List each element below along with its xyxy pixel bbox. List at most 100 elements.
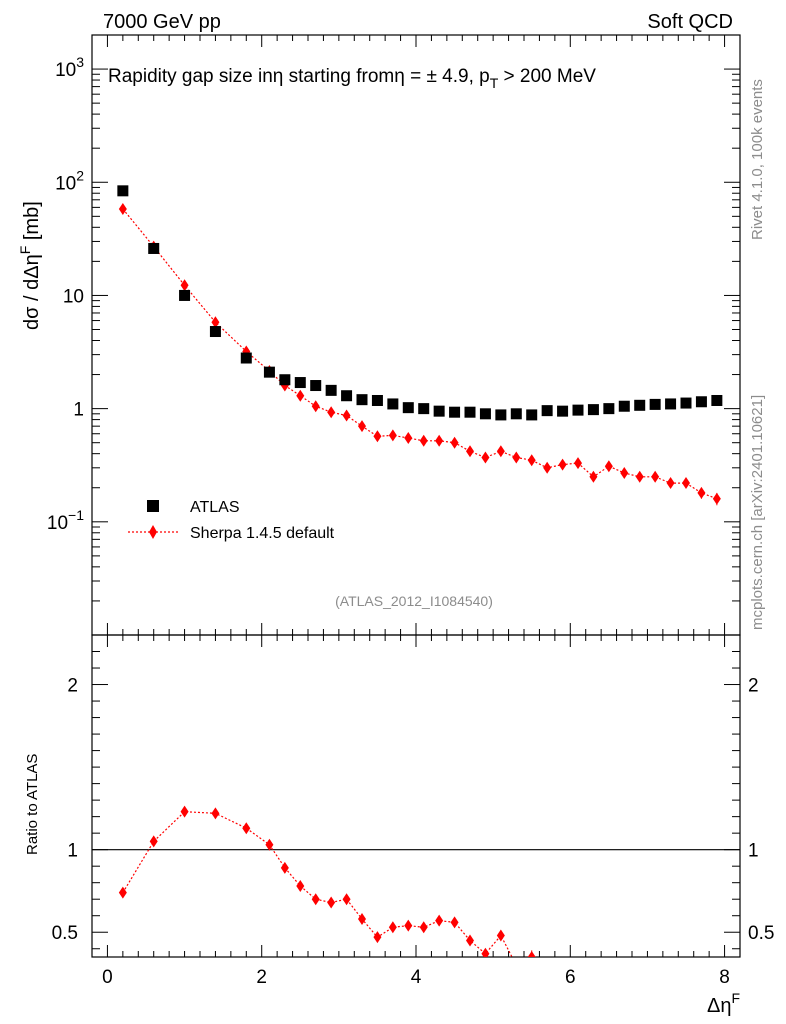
title-sub: T [490,75,499,91]
x-tick-label: 2 [256,967,267,988]
ratio-point [373,931,382,944]
ratio-point [358,913,366,926]
sherpa-point [211,316,220,329]
atlas-point [240,352,252,364]
title-part-c: = ± 4.9, p [405,66,490,87]
sherpa-point [604,460,613,473]
sherpa-point [435,434,444,447]
atlas-point [711,394,723,406]
atlas-point [371,394,383,406]
atlas-point [618,400,630,412]
atlas-point [680,397,692,409]
atlas-point [117,185,129,197]
ratio-point [311,893,320,906]
x-tick-label: 4 [411,967,422,988]
sherpa-point [558,458,567,471]
ratio-point [211,807,220,820]
x-axis-label: ΔηF [707,990,740,1017]
ratio-point [342,893,351,906]
atlas-point [665,398,677,410]
atlas-point [572,404,584,416]
atlas-point [294,377,306,389]
ratio-point [527,951,536,957]
sherpa-point [419,434,428,447]
sherpa-point [481,451,490,464]
y-ratio-tick-label-right: 1 [748,841,759,862]
y-main-tick-label: 1 [73,400,84,421]
y-ratio-tick-label: 0.5 [52,923,78,944]
ratio-series-group [118,805,536,971]
atlas-point [526,409,538,421]
sherpa-point [589,470,598,483]
legend-sherpa-label: Sherpa 1.4.5 default [190,525,335,542]
atlas-point [649,398,661,410]
sherpa-point [311,400,320,413]
title-part-a: Rapidity gap size in [108,66,273,87]
sherpa-point [466,445,474,458]
analysis-id: (ATLAS_2012_I1084540) [335,593,493,609]
sherpa-point [574,457,582,470]
atlas-point [557,405,569,417]
sherpa-point [327,406,336,419]
ratio-point [242,822,251,835]
ratio-point [496,929,505,942]
atlas-point [356,394,368,406]
y-main-label-text: dσ / dΔη [21,254,43,330]
title-part-b: starting from [283,66,394,87]
x-tick-label: 8 [719,967,730,988]
sherpa-point [180,279,189,292]
atlas-point [695,396,707,408]
atlas-point [541,405,553,417]
atlas-point [209,326,221,338]
sherpa-point [342,409,351,422]
sherpa-point [512,451,521,464]
x-label-main: Δη [707,995,731,1017]
atlas-point [479,408,491,420]
rivet-label: Rivet 4.1.0, 100k events [749,79,766,240]
atlas-point [464,406,476,418]
sherpa-point [543,461,552,474]
x-label-sup: F [731,990,740,1006]
sherpa-point [651,470,660,483]
sherpa-line [122,208,718,500]
ratio-point [512,959,520,971]
atlas-point [279,374,291,386]
atlas-point [634,399,646,411]
sherpa-point [666,477,675,490]
ratio-point [466,934,474,947]
sherpa-point [712,492,721,505]
sherpa-point [496,445,505,458]
ratio-point [296,879,305,892]
sherpa-point [404,432,413,445]
title-eta-2: η [394,66,405,87]
y-main-label-unit: [mb] [21,201,43,245]
ratio-point [404,919,413,932]
mcplots-label: mcplots.cern.ch [arXiv:2401.10621] [749,395,766,630]
y-ratio-label: Ratio to ATLAS [24,754,41,855]
ratio-point [481,947,490,957]
atlas-point [179,289,191,301]
ratio-point [327,896,336,909]
ratio-point [265,838,274,851]
atlas-point [310,380,322,392]
atlas-point [341,390,353,402]
sherpa-point [635,470,644,483]
atlas-point [418,403,430,415]
y-ratio-tick-label-right: 0.5 [748,923,774,944]
ratio-point [388,921,397,934]
ratio-point [180,805,189,818]
x-tick-label: 0 [102,967,113,988]
sherpa-point [620,466,629,479]
ratio-point [280,861,289,874]
atlas-point [402,402,414,414]
sherpa-point [527,454,536,467]
ratio-plot-frame [91,634,741,958]
atlas-point [325,384,337,396]
ratio-point [435,914,444,927]
sherpa-point [450,436,459,449]
atlas-point [387,398,399,410]
atlas-point [510,408,522,420]
sherpa-point [697,486,706,499]
y-main-label: dσ / dΔηF [mb] [17,201,43,330]
atlas-point [433,405,445,417]
